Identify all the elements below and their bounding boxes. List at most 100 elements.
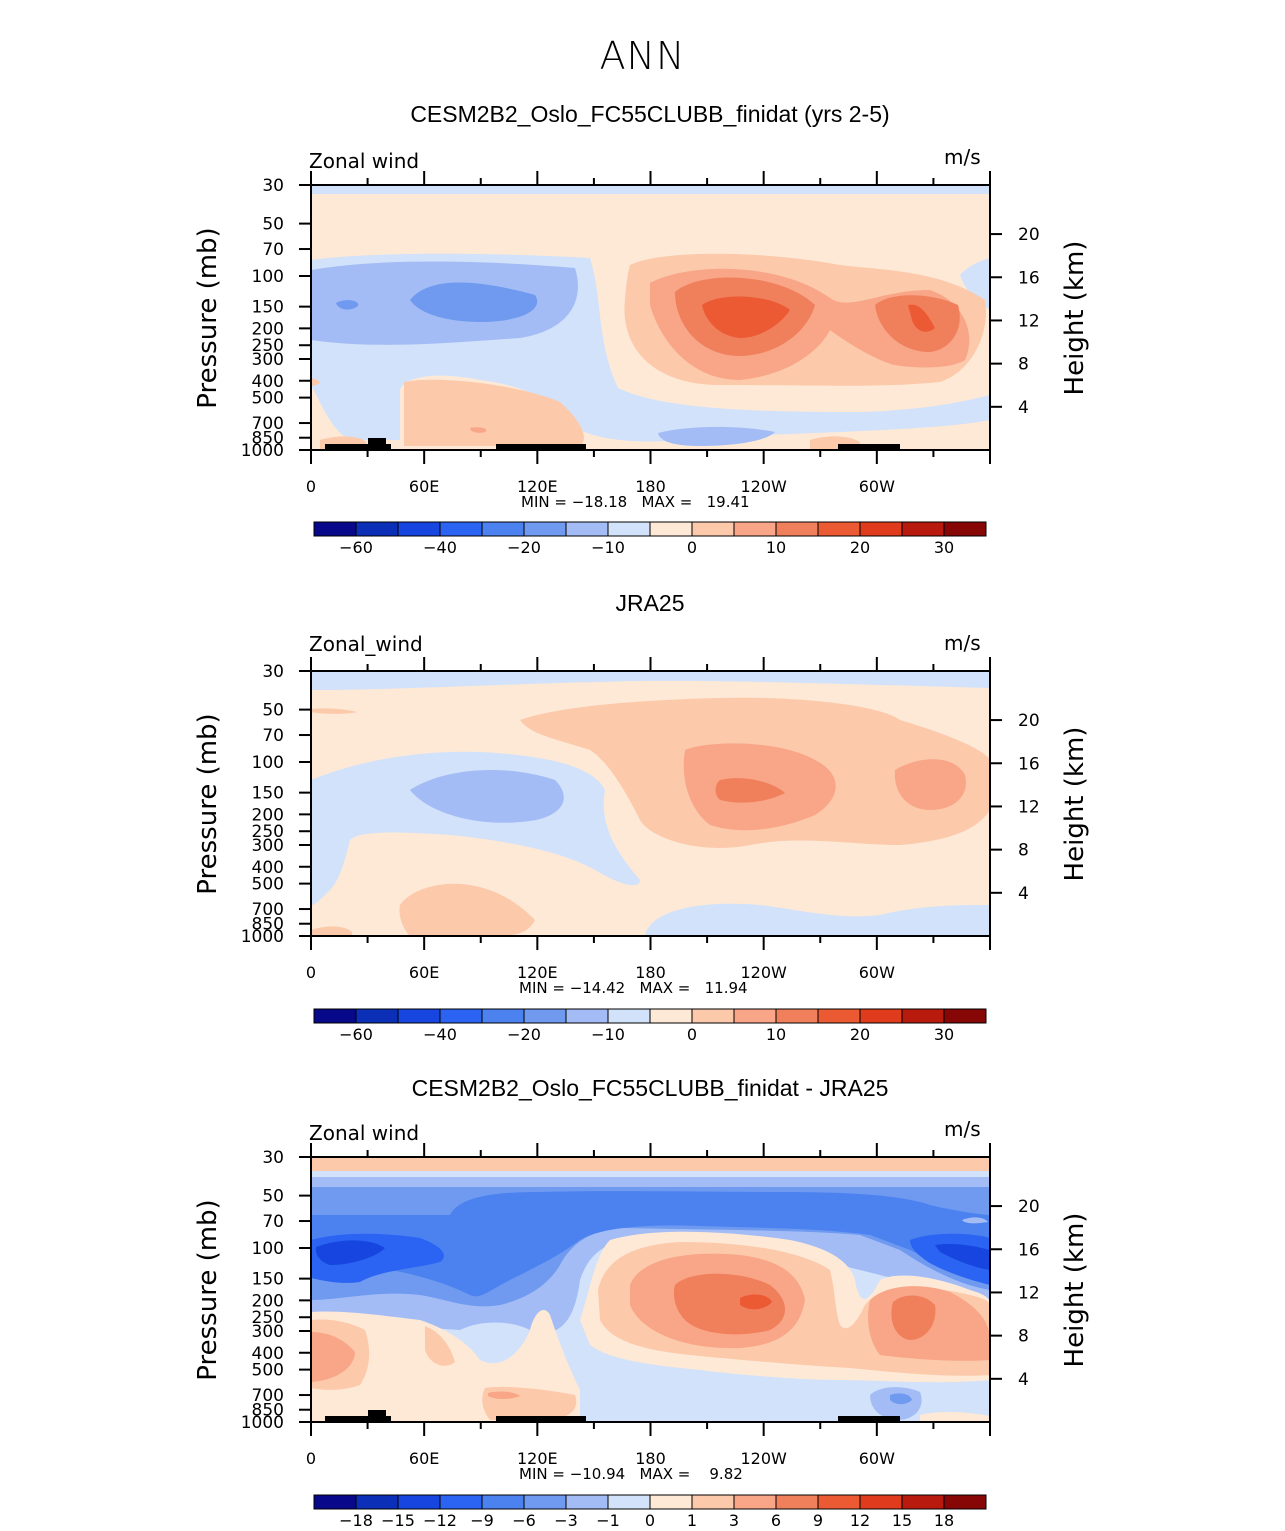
panel-1-y-tick-label: 500 [252,389,284,409]
panel-1-minmax: MIN = −18.18 MAX = 19.41 [521,493,750,511]
panel-3-colorbar-swatch [943,1494,987,1510]
panel-2-colorbar-label: 30 [934,1025,954,1044]
panel-1-colorbar-swatch [733,521,777,537]
panel-1-colorbar-swatch [649,521,693,537]
panel-2-colorbar-label: 20 [850,1025,870,1044]
panel-2-colorbar-swatch [775,1008,819,1024]
panel-1-colorbar-label: −40 [423,538,457,557]
panel-1-title: CESM2B2_Oslo_FC55CLUBB_finidat (yrs 2-5) [410,101,890,127]
panel-2-x-tick-label: 120W [740,963,787,982]
panel-3-colorbar-label: 6 [771,1511,781,1530]
panel-3-height-tick-label: 20 [1018,1197,1040,1217]
panel-3-y-tick-label: 70 [262,1212,284,1232]
panel-3-colorbar-swatch [439,1494,483,1510]
panel-3-x-tick-label: 0 [306,1449,316,1468]
panel-3-colorbar-label: 1 [687,1511,697,1530]
panel-2-y-tick-label: 70 [262,726,284,746]
panel-2-colorbar-swatch [691,1008,735,1024]
panel-2-height-tick-label: 20 [1018,711,1040,731]
panel-3-colorbar-swatch [649,1494,693,1510]
panel-3-colorbar-swatch [901,1494,945,1510]
panel-2-y-tick-label: 1000 [241,927,284,947]
panel-3-colorbar-label: −9 [470,1511,494,1530]
panel-3-colorbar-swatch [313,1494,357,1510]
panel-1-colorbar-swatch [859,521,903,537]
panel-1-colorbar-swatch [523,521,567,537]
panel-1-y-tick-label: 150 [252,298,284,318]
panel-1-x-tick-label: 120W [740,477,787,496]
panel-1-colorbar-label: 0 [687,538,697,557]
panel-1-colorbar-label: 30 [934,538,954,557]
panel-3-colorbar-label: 15 [892,1511,912,1530]
panel-3-y-tick-label: 150 [252,1270,284,1290]
panel-1-y-tick-label: 200 [252,319,284,339]
panel-1-colorbar-swatch [901,521,945,537]
panel-3-colorbar-swatch [565,1494,609,1510]
panel-3-colorbar-swatch [397,1494,441,1510]
panel-3-y-tick-label: 300 [252,1322,284,1342]
panel-3-colorbar-swatch [481,1494,525,1510]
panel-3-y-tick-label: 250 [252,1308,284,1328]
panel-2-y-tick-label: 100 [252,753,284,773]
panel-2-height-tick-label: 4 [1018,884,1029,904]
panel-3-y-tick-label: 850 [252,1401,284,1421]
panel-3-title: CESM2B2_Oslo_FC55CLUBB_finidat - JRA25 [411,1075,889,1101]
panel-3-x-tick-label: 120E [517,1449,558,1468]
panel-2-y-tick-label: 200 [252,805,284,825]
panel-3-colorbar-swatch [817,1494,861,1510]
panel-2-colorbar-swatch [943,1008,987,1024]
panel-2-field-label: Zonal_wind [309,632,423,656]
panel-1-height-tick-label: 20 [1018,225,1040,245]
panel-2-minmax: MIN = −14.42 MAX = 11.94 [519,979,748,997]
panel-3-colorbar-swatch [523,1494,567,1510]
panel-3-colorbar-label: 0 [645,1511,655,1530]
panel-3-x-tick-label: 180 [635,1449,666,1468]
panel-2-colorbar-swatch [481,1008,525,1024]
panel-1-colorbar-swatch [397,521,441,537]
panel-2-colorbar-label: −40 [423,1025,457,1044]
panel-3-colorbar-swatch [607,1494,651,1510]
panel-3-y-tick-label: 500 [252,1361,284,1381]
panel-3-colorbar-label: 3 [729,1511,739,1530]
panel-2-height-tick-label: 8 [1018,841,1029,861]
panel-1-units: m/s [944,145,981,169]
panel-2-y-tick-label: 30 [262,662,284,682]
panel-1-y-tick-label: 100 [252,267,284,287]
panel-3-colorbar-swatch [691,1494,735,1510]
panel-2-colorbar-swatch [565,1008,609,1024]
panel-1-height-tick-label: 12 [1018,311,1040,331]
panel-2-colorbar-swatch [607,1008,651,1024]
panel-2-colorbar-swatch [523,1008,567,1024]
panel-3-colorbar-label: −3 [554,1511,578,1530]
panel-2-colorbar-swatch [355,1008,399,1024]
panel-2-colorbar-label: 10 [766,1025,786,1044]
panel-1-colorbar-swatch [481,521,525,537]
panel-1-colorbar-swatch [313,521,357,537]
panel-1-x-tick-label: 0 [306,477,316,496]
panel-2-x-tick-label: 60E [409,963,439,982]
panel-2-colorbar-swatch [901,1008,945,1024]
panel-3-y-tick-label: 100 [252,1239,284,1259]
panel-3-height-tick-label: 4 [1018,1370,1029,1390]
panel-2-y-tick-label: 150 [252,784,284,804]
panel-3-colorbar-label: −6 [512,1511,536,1530]
figure-title: ANN [599,34,686,78]
panel-3-y-tick-label: 1000 [241,1413,284,1433]
panel-2-colorbar-label: −10 [591,1025,625,1044]
panel-2-y-tick-label: 400 [252,858,284,878]
panel-3-contour-field [311,1157,990,1422]
panel-3-colorbar-label: 12 [850,1511,870,1530]
panel-1-colorbar-label: −20 [507,538,541,557]
panel-1-colorbar-swatch [817,521,861,537]
panel-2-y-tick-label: 850 [252,915,284,935]
panel-3-colorbar-label: 18 [934,1511,954,1530]
panel-1-height-tick-label: 16 [1018,268,1040,288]
panel-3-colorbar-swatch [733,1494,777,1510]
panel-1-y-tick-label: 50 [262,215,284,235]
panel-3-height-tick-label: 16 [1018,1240,1040,1260]
panel-3-minmax: MIN = −10.94 MAX = 9.82 [519,1465,743,1483]
panel-2-colorbar-label: 0 [687,1025,697,1044]
panel-3-colorbar-label: −1 [596,1511,620,1530]
panel-3-height-tick-label: 8 [1018,1327,1029,1347]
